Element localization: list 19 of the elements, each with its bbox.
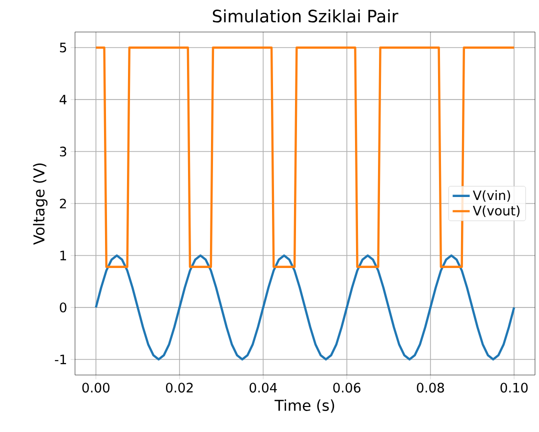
x-tick-label: 0.10 — [500, 382, 528, 393]
y-tick-label: 0 — [60, 302, 66, 312]
y-tick-label: 2 — [60, 198, 66, 208]
x-axis-title: Time (s) — [274, 399, 334, 413]
line-series — [94, 254, 516, 361]
y-tick-label: -1 — [54, 354, 66, 364]
x-tick-label: 0.02 — [166, 382, 193, 393]
y-axis-title: Voltage (V) — [33, 163, 48, 245]
y-tick-label: 4 — [60, 94, 67, 104]
y-tick-label: 3 — [60, 146, 66, 156]
x-tick-label: 0.04 — [250, 382, 277, 393]
x-tick-label: 0.00 — [82, 382, 110, 393]
legend-label: V(vout) — [472, 206, 520, 218]
chart-title: Simulation Sziklai Pair — [212, 9, 398, 22]
y-tick-label: 1 — [60, 250, 66, 260]
x-tick-label: 0.08 — [416, 382, 444, 393]
x-tick-label: 0.06 — [333, 382, 360, 393]
y-tick-label: 5 — [60, 42, 66, 52]
legend-label: V(vin) — [472, 190, 510, 202]
